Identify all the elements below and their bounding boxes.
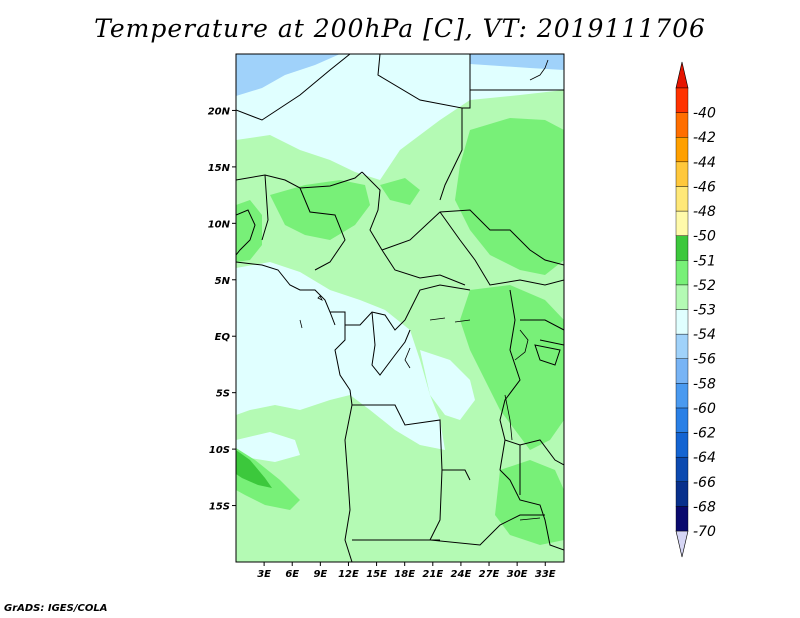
lat-tick-label: 10N: [208, 219, 231, 230]
lat-tick-label: 5S: [216, 389, 230, 400]
field-mid-green-east: [455, 118, 564, 275]
colorbar-label: -70: [693, 524, 716, 540]
colorbar-swatch: [675, 309, 689, 335]
lat-tick-label: 20N: [208, 106, 231, 117]
colorbar-swatch: [675, 210, 689, 236]
field-mid-green-ne-extra: [380, 178, 420, 205]
field-dark-green-sw: [236, 450, 272, 488]
country-borders: [236, 54, 564, 562]
colorbar-label: -52: [693, 278, 716, 294]
lon-tick-label: 6E: [285, 569, 299, 580]
colorbar-label: -56: [693, 352, 716, 368]
lon-tick-label: 24E: [451, 569, 472, 580]
colorbar-swatch: [675, 333, 689, 359]
colorbar-swatch: [675, 137, 689, 163]
lon-tick-label: 27E: [479, 569, 500, 580]
field-mid-green-west-coast: [236, 200, 262, 262]
colorbar-label: -40: [693, 106, 716, 122]
lat-tick-label: 10S: [209, 445, 230, 456]
colorbar-label: -66: [693, 475, 716, 491]
colorbar-swatch: [675, 358, 689, 384]
field-light-blue-nw: [236, 54, 340, 96]
field-mid-green-lakes: [460, 285, 564, 450]
colorbar-swatch: [675, 481, 689, 507]
field-mid-green-sahel: [270, 180, 370, 240]
colorbar-swatch: [675, 87, 689, 113]
lon-tick-label: 15E: [366, 569, 387, 580]
colorbar-swatch: [675, 161, 689, 187]
field-pale-cyan-west: [236, 262, 445, 450]
field-pale-cyan-central: [420, 350, 475, 420]
lat-tick-label: 15S: [209, 502, 230, 513]
grads-credit: GrADS: IGES/COLA: [4, 603, 108, 614]
map-frame: [235, 53, 565, 563]
lat-tick-label: 5N: [215, 276, 231, 287]
lon-tick-label: 33E: [535, 569, 556, 580]
colorbar-swatch: [675, 284, 689, 310]
colorbar-label: -62: [693, 426, 716, 442]
colorbar: -70 -68 -66 -64 -62 -60 -58 -56 -54 -53 -52 -51 -50 -…: [675, 61, 716, 558]
lat-tick-label: 15N: [208, 163, 231, 174]
colorbar-label: -58: [693, 376, 716, 392]
field-light-blue-ne: [470, 54, 564, 70]
field-pale-cyan-north: [236, 54, 564, 180]
colorbar-swatch: [675, 456, 689, 482]
colorbar-swatch: [675, 260, 689, 286]
colorbar-label: -64: [693, 450, 716, 466]
colorbar-swatch: [675, 407, 689, 433]
lon-tick-label: 18E: [394, 569, 415, 580]
field-pale-cyan-sw: [236, 432, 300, 462]
lat-tick-label: EQ: [215, 332, 231, 343]
colorbar-lower-arrow: [675, 530, 689, 558]
lon-tick-label: 12E: [338, 569, 359, 580]
colorbar-label: -46: [693, 179, 716, 195]
colorbar-label: -51: [693, 253, 716, 269]
colorbar-label: -42: [693, 130, 716, 146]
colorbar-label: -54: [693, 327, 716, 343]
colorbar-swatch: [675, 432, 689, 458]
colorbar-swatch: [675, 506, 689, 532]
lon-tick-label: 3E: [257, 569, 271, 580]
colorbar-swatch: [675, 235, 689, 261]
colorbar-label: -44: [693, 155, 716, 171]
latitude-axis: 20N 15N 10N 5N EQ 5S 10S 15S: [208, 106, 236, 513]
colorbar-label: -68: [693, 499, 716, 515]
colorbar-upper-arrow: [675, 61, 689, 89]
colorbar-swatch: [675, 186, 689, 212]
lon-tick-label: 9E: [313, 569, 327, 580]
colorbar-label: -53: [693, 303, 716, 319]
lon-tick-label: 30E: [507, 569, 528, 580]
lon-tick-label: 21E: [422, 569, 443, 580]
colorbar-swatch: [675, 112, 689, 138]
colorbar-swatch: [675, 383, 689, 409]
coastlines-lakes: [299, 59, 549, 521]
colorbar-label: -50: [693, 229, 716, 245]
longitude-axis: 3E 6E 9E 12E 15E 18E 21E 24E 27E 30E 33E: [257, 562, 556, 580]
colorbar-label: -60: [693, 401, 716, 417]
colorbar-label: -48: [693, 204, 716, 220]
temperature-field: [236, 54, 564, 562]
map-title: Temperature at 200hPa [C], VT: 201911170…: [94, 14, 706, 43]
